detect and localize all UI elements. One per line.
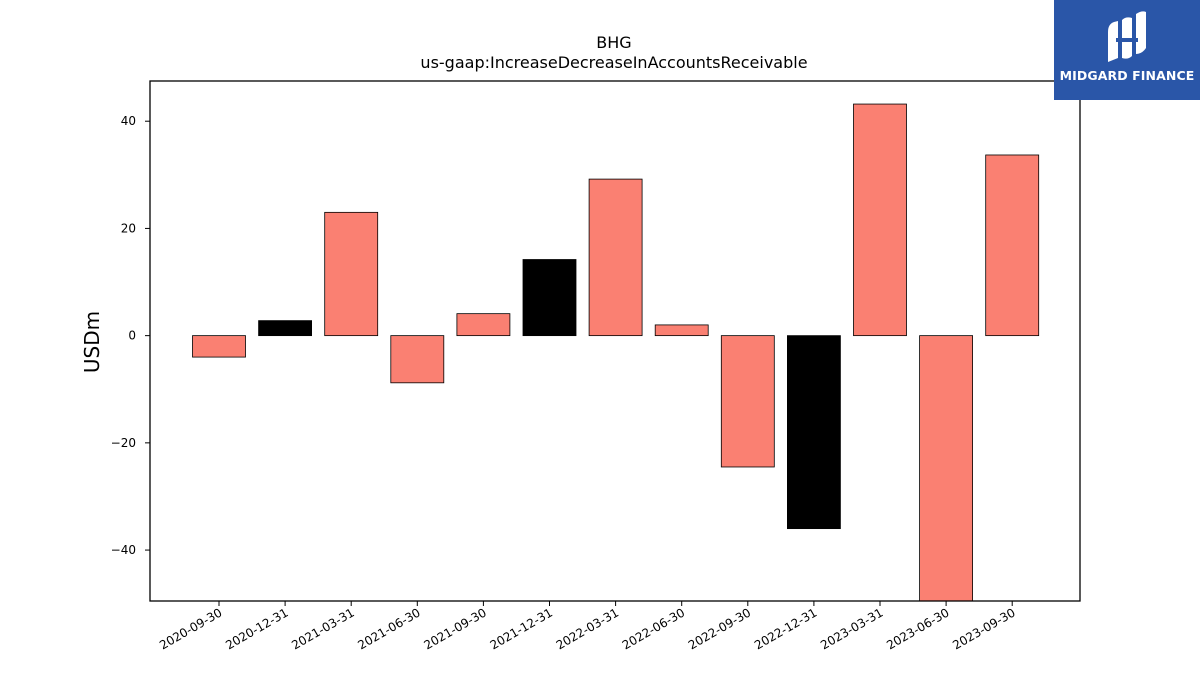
y-axis-label: USDm [80,311,104,373]
x-tick-label: 2020-09-30 [157,605,224,652]
x-tick-label: 2023-03-31 [818,605,885,652]
x-tick-label: 2022-03-31 [554,605,621,652]
bar-2021-06-30 [390,335,445,384]
bar-2020-12-31 [258,320,313,337]
x-tick-label: 2022-12-31 [752,605,819,652]
brand-name: MIDGARD FINANCE [1059,68,1195,83]
x-tick-label: 2020-12-31 [223,605,290,652]
bar-2022-12-31 [787,335,841,530]
logo-mark-icon [1108,11,1146,62]
x-tick-label: 2021-06-30 [355,605,422,652]
bar-2022-09-30 [720,335,775,468]
x-tick-label: 2022-09-30 [686,605,753,652]
y-tick-label: −40 [111,543,136,557]
bar-2022-06-30 [654,324,709,337]
x-axis-ticks: 2020-09-302020-12-312021-03-312021-06-30… [157,601,1018,652]
bar-2023-06-30 [919,335,973,602]
y-tick-label: 20 [121,221,136,235]
plot-frame [149,80,1081,602]
bar-2023-03-31 [853,103,907,337]
bar-2022-03-31 [588,178,643,337]
y-axis-ticks: −40 −20 0 20 40 [111,114,150,557]
x-tick-label: 2021-12-31 [488,605,555,652]
bar-2021-12-31 [522,259,577,337]
x-tick-label: 2023-06-30 [884,605,951,652]
bars-group [192,103,1040,602]
bar-2023-09-30 [985,154,1040,337]
y-tick-label: −20 [111,436,136,450]
bar-2021-09-30 [456,313,511,337]
bar-2020-09-30 [192,335,246,358]
x-tick-label: 2021-09-30 [421,605,488,652]
chart-title: BHG [596,33,631,52]
bar-2021-03-31 [324,211,379,337]
y-tick-label: 0 [128,329,136,343]
x-tick-label: 2022-06-30 [620,605,687,652]
y-tick-label: 40 [121,114,136,128]
chart-subtitle: us-gaap:IncreaseDecreaseInAccountsReceiv… [420,53,807,72]
x-tick-label: 2023-09-30 [950,605,1017,652]
brand-logo: MIDGARD FINANCE [1054,0,1200,100]
x-tick-label: 2021-03-31 [289,605,356,652]
